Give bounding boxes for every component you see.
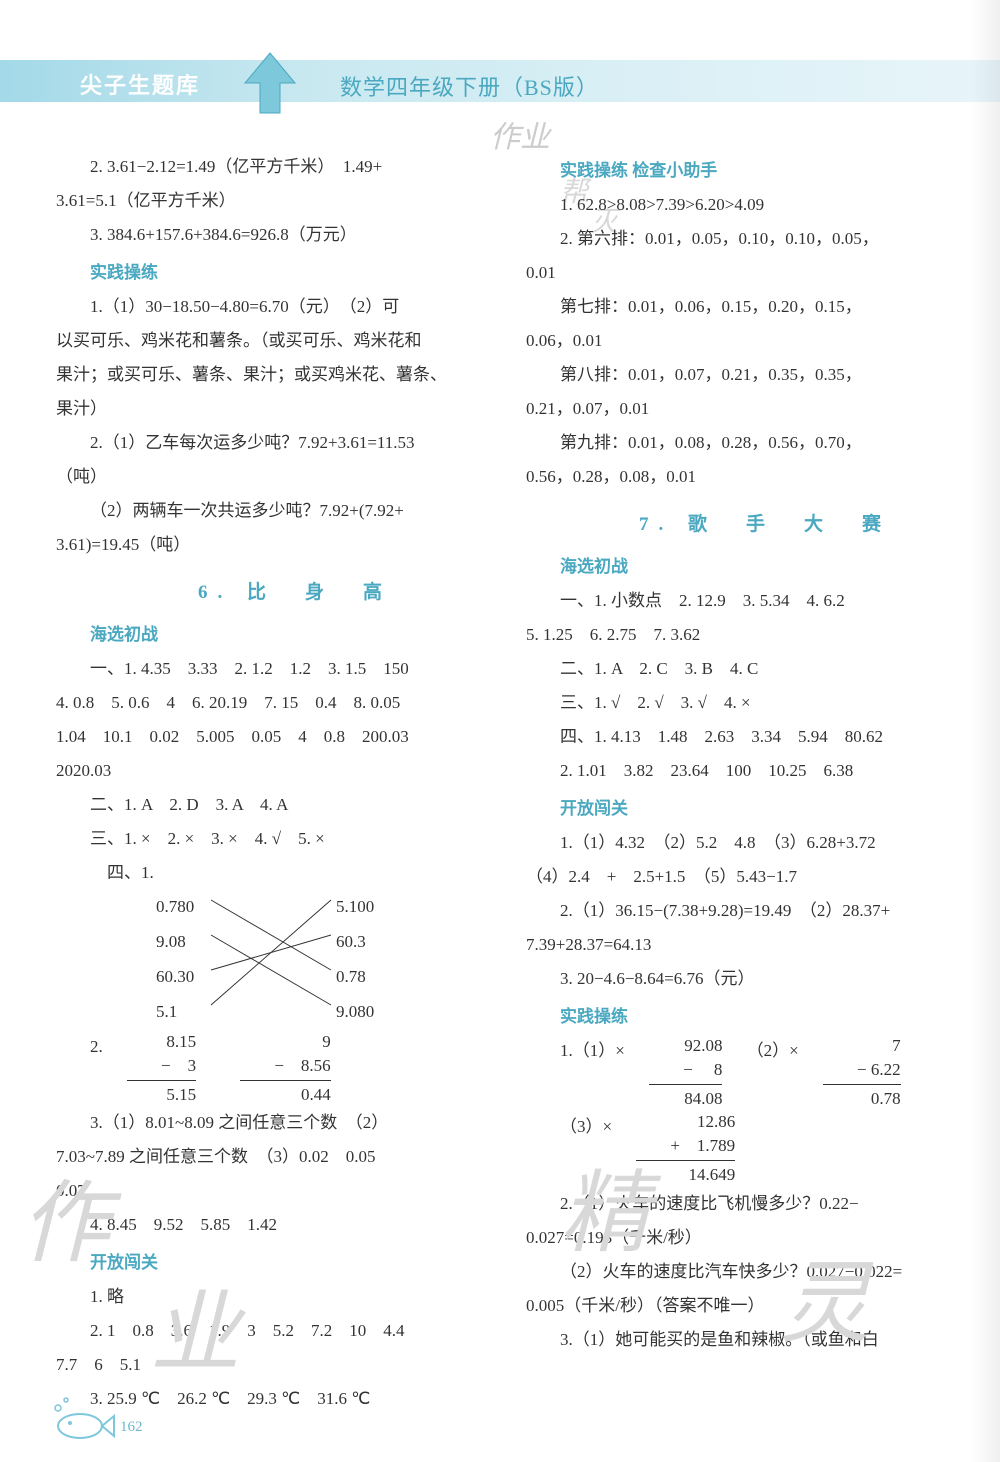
text-line: 第八排：0.01，0.07，0.21，0.35，0.35，: [526, 358, 966, 392]
calc-label: （3）×: [560, 1117, 612, 1136]
text-line: 三、1. √ 2. √ 3. √ 4. ×: [526, 686, 966, 720]
text-line: 一、1. 小数点 2. 12.9 3. 5.34 4. 6.2: [526, 584, 966, 618]
text-line: 1.（1）30−18.50−4.80=6.70（元） （2）可: [56, 290, 496, 324]
text-line: 3.（1）8.01~8.09 之间任意三个数 （2）: [56, 1106, 496, 1140]
text-line: （2）两辆车一次共运多少吨？7.92+(7.92+: [56, 494, 496, 528]
text-line: （2）火车的速度比汽车快多少？0.027−0.022=: [526, 1255, 966, 1289]
addition-calc: 12.86 + 1.789 14.649: [636, 1110, 735, 1186]
text-line: 二、1. A 2. C 3. B 4. C: [526, 652, 966, 686]
subtraction-calc: 92.08 − 8 84.08: [649, 1034, 722, 1110]
text-line: 3.61=5.1（亿平方千米）: [56, 184, 496, 218]
text-line: 1. 62.8>8.08>7.39>6.20>4.09: [526, 188, 966, 222]
subtraction-calc: 9 − 8.56 0.44: [240, 1030, 330, 1106]
text-line: （4）2.4 + 2.5+1.5 （5）5.43−1.7: [526, 860, 966, 894]
text-line: 三、1. × 2. × 3. × 4. √ 5. ×: [56, 822, 496, 856]
text-line: 2. 第六排：0.01，0.05，0.10，0.10，0.05，: [526, 222, 966, 256]
text-line: 3. 25.9 ℃ 26.2 ℃ 29.3 ℃ 31.6 ℃: [56, 1382, 496, 1416]
heading-sjcl: 实践操练: [56, 256, 496, 290]
page-number: 162: [120, 1419, 143, 1436]
text-line: 0.07: [56, 1174, 496, 1208]
text-line: 四、1.: [56, 856, 496, 890]
text-line: 2020.03: [56, 754, 496, 788]
text-line: 2. 1 0.8 3.6 1.9 3 5.2 7.2 10 4.4: [56, 1314, 496, 1348]
text-line: 2. 1.01 3.82 23.64 100 10.25 6.38: [526, 754, 966, 788]
content-columns: 2. 3.61−2.12=1.49（亿平方千米） 1.49+ 3.61=5.1（…: [56, 150, 966, 1416]
text-line: 7.7 6 5.1: [56, 1348, 496, 1382]
text-line: 7.39+28.37=64.13: [526, 928, 966, 962]
text-line: 果汁；或买可乐、薯条、果汁；或买鸡米花、薯条、: [56, 358, 496, 392]
arrow-icon: [240, 48, 300, 118]
fish-icon: [48, 1396, 118, 1444]
text-line: 第七排：0.01，0.06，0.15，0.20，0.15，: [526, 290, 966, 324]
text-line: 1. 略: [56, 1280, 496, 1314]
text-line: 1.04 10.1 0.02 5.005 0.05 4 0.8 200.03: [56, 720, 496, 754]
header-left-title: 尖子生题库: [80, 68, 200, 100]
matching-diagram: 0.780 9.08 60.30 5.1 5.100 60.3 0.78 9.0…: [156, 890, 496, 1030]
text-line: 果汁）: [56, 392, 496, 426]
heading-kfcg: 开放闯关: [526, 792, 966, 826]
heading-hxcz: 海选初战: [56, 618, 496, 652]
text-line: 以买可乐、鸡米花和薯条。（或买可乐、鸡米花和: [56, 324, 496, 358]
heading-sjcl: 实践操练 检查小助手: [526, 154, 966, 188]
text-line: 第九排：0.01，0.08，0.28，0.56，0.70，: [526, 426, 966, 460]
calc-row: 1.（1）× 92.08 − 8 84.08 （2）× 7 − 6.22 0.7…: [526, 1034, 966, 1110]
page-edge-shadow: [970, 0, 1000, 1462]
text-line: 2.（1）36.15−(7.38+9.28)=19.49 （2）28.37+: [526, 894, 966, 928]
text-line: 2. 3.61−2.12=1.49（亿平方千米） 1.49+: [56, 150, 496, 184]
text-line: 2.（1）火车的速度比飞机慢多少？0.22−: [526, 1187, 966, 1221]
calc-row: （3）× 12.86 + 1.789 14.649: [526, 1110, 966, 1186]
calc-label: 1.（1）×: [560, 1041, 625, 1060]
section-7-title: 7. 歌 手 大 赛: [526, 506, 966, 544]
text-line: 一、1. 4.35 3.33 2. 1.2 1.2 3. 1.5 150: [56, 652, 496, 686]
subtraction-calc: 7 − 6.22 0.78: [823, 1034, 901, 1110]
text-line: 3. 20−4.6−8.64=6.76（元）: [526, 962, 966, 996]
heading-sjcl2: 实践操练: [526, 1000, 966, 1034]
text-line: （吨）: [56, 460, 496, 494]
text-line: 0.027=0.193（千米/秒）: [526, 1221, 966, 1255]
calc-label: 2.: [90, 1037, 103, 1056]
header-right-title: 数学四年级下册（BS版）: [340, 70, 599, 102]
right-column: 实践操练 检查小助手 1. 62.8>8.08>7.39>6.20>4.09 2…: [526, 150, 966, 1416]
heading-hxcz: 海选初战: [526, 550, 966, 584]
text-line: 5. 1.25 6. 2.75 7. 3.62: [526, 618, 966, 652]
text-line: 4. 0.8 5. 0.6 4 6. 20.19 7. 15 0.4 8. 0.…: [56, 686, 496, 720]
text-line: 0.005（千米/秒）（答案不唯一）: [526, 1289, 966, 1323]
text-line: 3. 384.6+157.6+384.6=926.8（万元）: [56, 218, 496, 252]
left-column: 2. 3.61−2.12=1.49（亿平方千米） 1.49+ 3.61=5.1（…: [56, 150, 496, 1416]
match-lines: [156, 890, 416, 1030]
text-line: 2.（1）乙车每次运多少吨？7.92+3.61=11.53: [56, 426, 496, 460]
subtraction-calc: 8.15 − 3 5.15: [127, 1030, 196, 1106]
text-line: 四、1. 4.13 1.48 2.63 3.34 5.94 80.62: [526, 720, 966, 754]
text-line: 0.06，0.01: [526, 324, 966, 358]
text-line: 二、1. A 2. D 3. A 4. A: [56, 788, 496, 822]
text-line: 0.56，0.28，0.08，0.01: [526, 460, 966, 494]
text-line: 3.61)=19.45（吨）: [56, 528, 496, 562]
text-line: 1.（1）4.32 （2）5.2 4.8 （3）6.28+3.72: [526, 826, 966, 860]
text-line: 0.01: [526, 256, 966, 290]
text-line: 7.03~7.89 之间任意三个数 （3）0.02 0.05: [56, 1140, 496, 1174]
text-line: 0.21，0.07，0.01: [526, 392, 966, 426]
calc-label: （2）×: [747, 1041, 799, 1060]
heading-kfcg: 开放闯关: [56, 1246, 496, 1280]
section-6-title: 6. 比 身 高: [56, 574, 496, 612]
text-line: 4. 8.45 9.52 5.85 1.42: [56, 1208, 496, 1242]
text-line: 3.（1）她可能买的是鱼和辣椒。（或鱼和白: [526, 1323, 966, 1357]
calc-row: 2. 8.15 − 3 5.15 9 − 8.56 0.44: [56, 1030, 496, 1106]
